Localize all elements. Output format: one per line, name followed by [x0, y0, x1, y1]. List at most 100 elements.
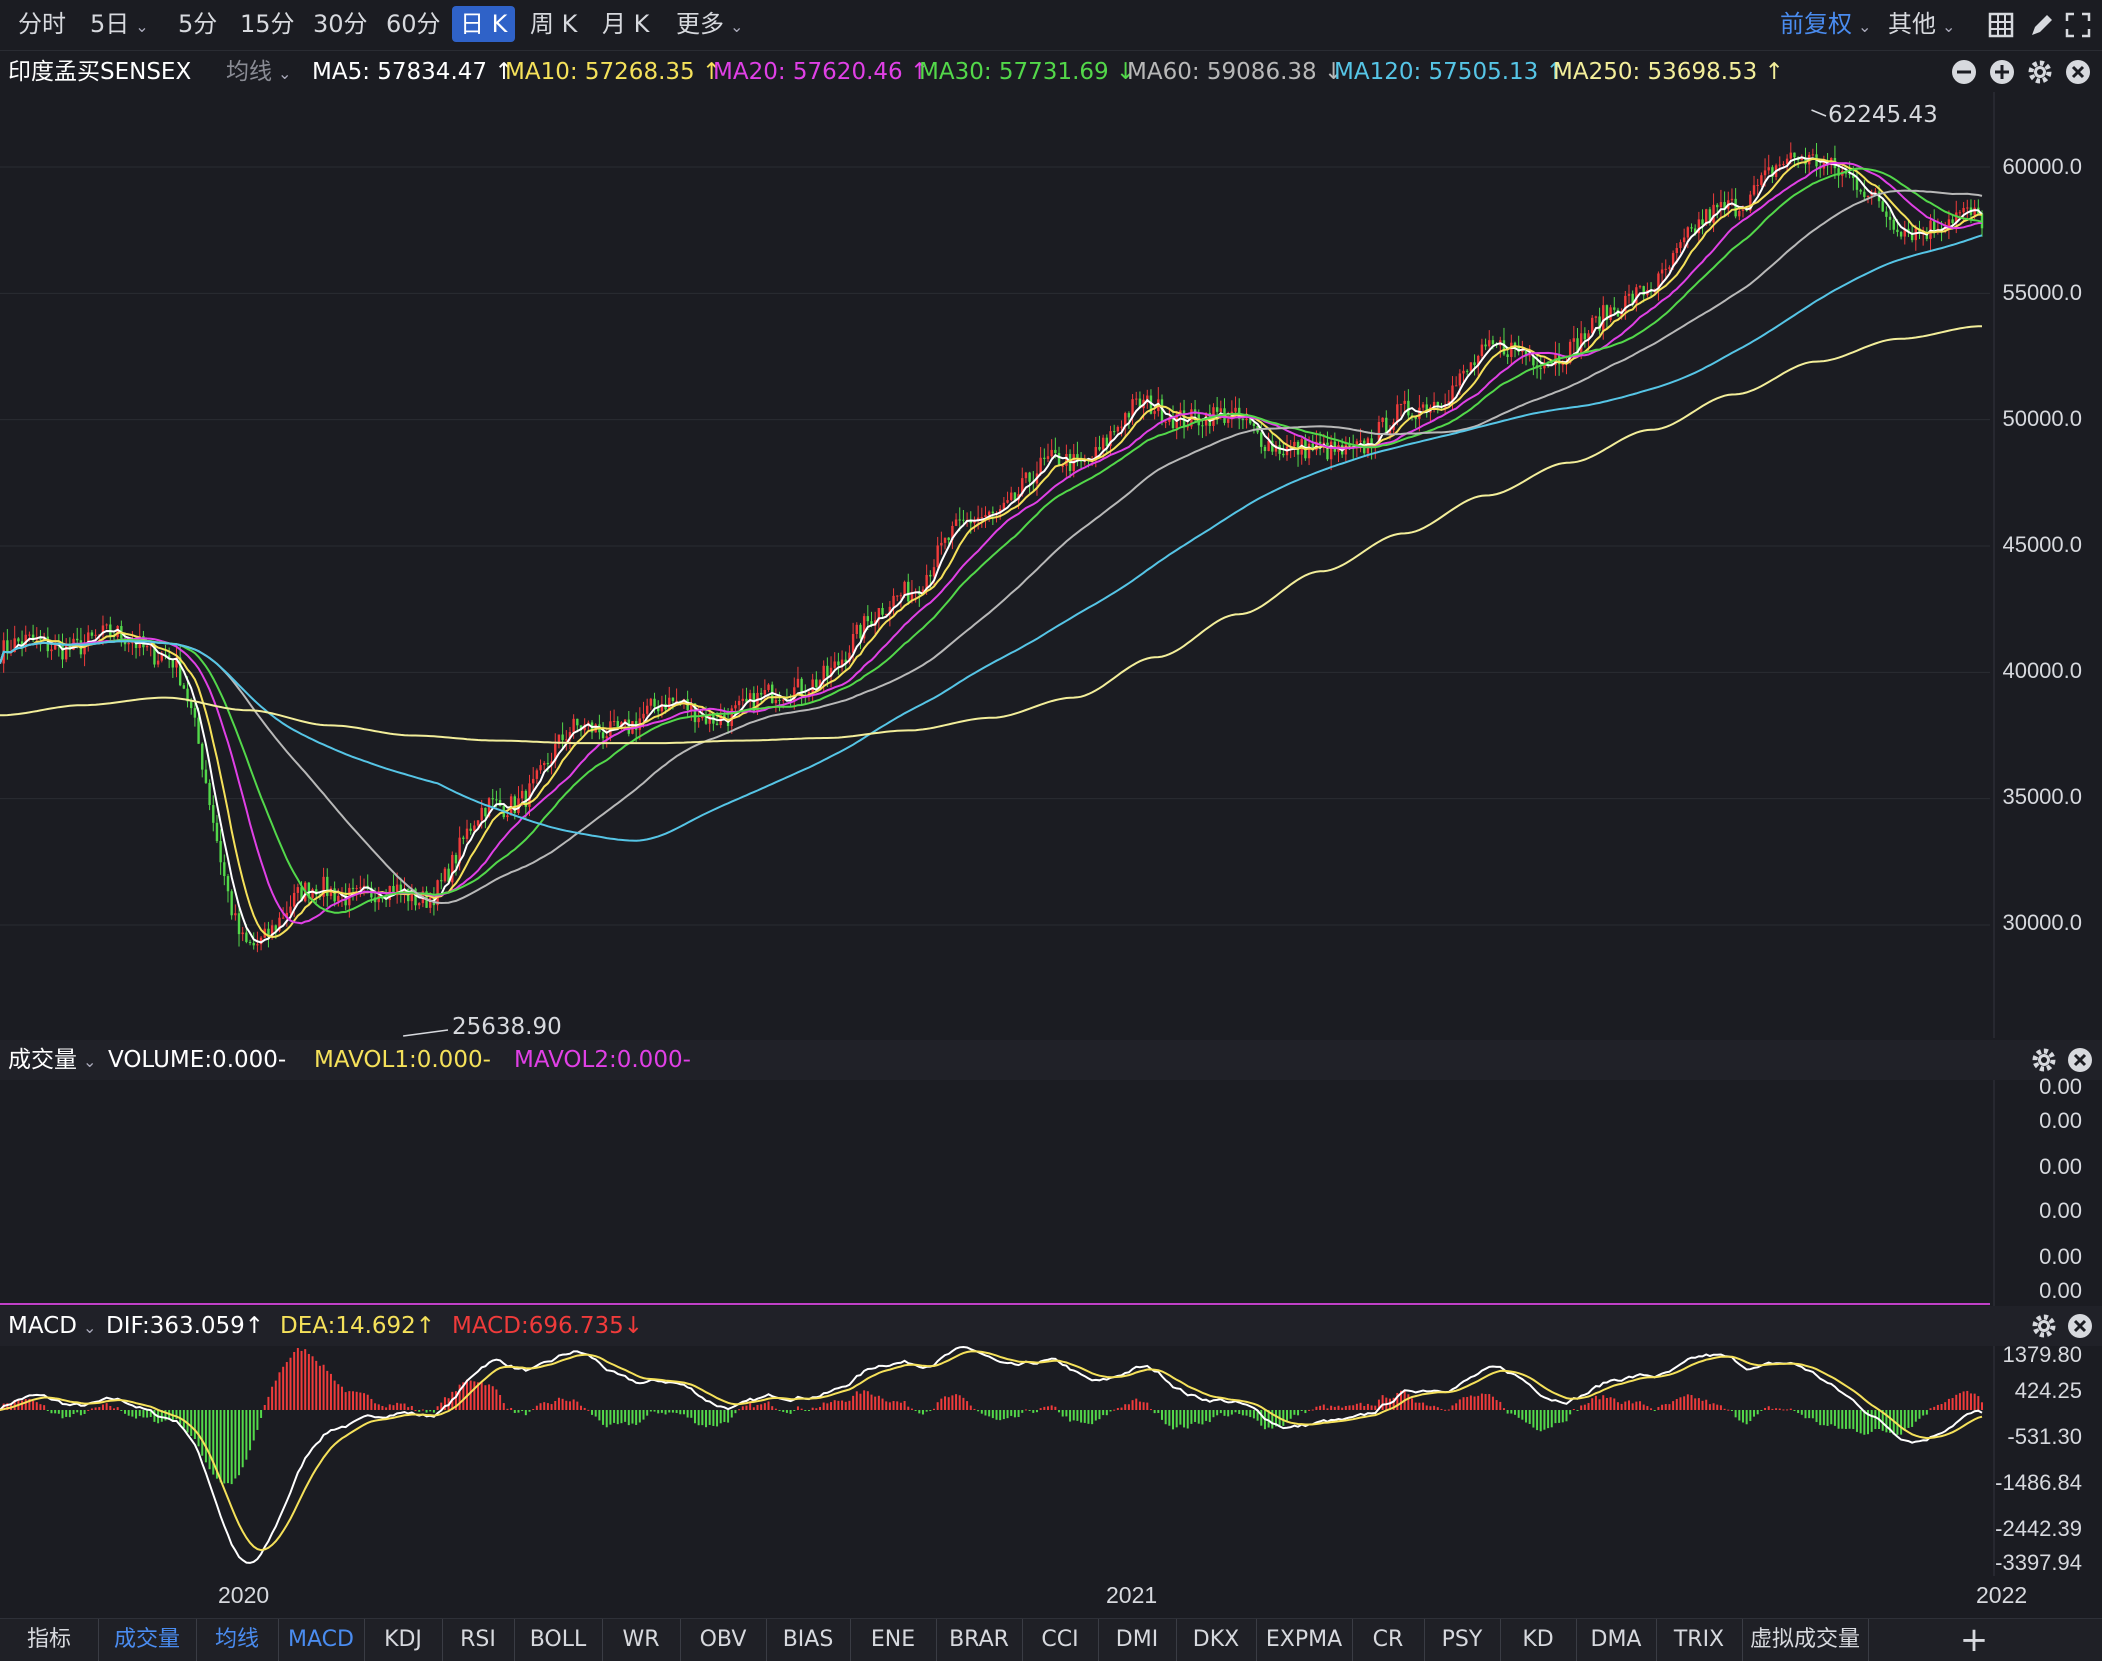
tab-indicator[interactable]: OBV: [680, 1619, 767, 1661]
candle-body: [932, 567, 936, 577]
period-60min[interactable]: 60分: [386, 10, 441, 38]
period-5day[interactable]: 5日 ⌄: [90, 10, 149, 38]
macd-bar: [293, 1351, 296, 1410]
macd-chart[interactable]: [0, 1346, 2102, 1576]
gear-icon[interactable]: [2030, 1312, 2058, 1340]
period-daily-k[interactable]: 日 K: [452, 6, 516, 42]
close-icon[interactable]: [2066, 1046, 2094, 1074]
period-fenshi[interactable]: 分时: [18, 10, 66, 38]
tab-indicator[interactable]: PSY: [1424, 1619, 1501, 1661]
other-select[interactable]: 其他 ⌄: [1888, 10, 1956, 38]
candle-body: [958, 519, 961, 521]
macd-bar: [149, 1410, 152, 1417]
tab-indicator[interactable]: BRAR: [936, 1619, 1023, 1661]
candle-body: [1061, 465, 1064, 467]
macd-bar: [1694, 1398, 1697, 1410]
tab-indicator[interactable]: EXPMA: [1256, 1619, 1353, 1661]
tab-indicator[interactable]: CR: [1352, 1619, 1425, 1661]
draw-pen-icon[interactable]: [2026, 10, 2056, 40]
macd-bar: [105, 1403, 108, 1410]
close-icon[interactable]: [2066, 1312, 2094, 1340]
candle-body: [1168, 417, 1171, 422]
macd-bar: [543, 1402, 546, 1410]
period-more[interactable]: 更多 ⌄: [676, 10, 744, 38]
macd-bar: [1951, 1398, 1954, 1410]
candle-body: [579, 725, 583, 731]
add-tab-icon[interactable]: +: [1959, 1620, 1989, 1660]
macd-bar: [204, 1410, 207, 1463]
tab-indicator[interactable]: BOLL: [514, 1619, 603, 1661]
candle-body: [657, 706, 660, 712]
minimize-icon[interactable]: [1950, 58, 1978, 86]
gear-icon[interactable]: [2030, 1046, 2058, 1074]
candle-body: [1716, 204, 1719, 208]
tab-indicator[interactable]: WR: [602, 1619, 681, 1661]
tab-indicator[interactable]: RSI: [442, 1619, 515, 1661]
candle-body: [1219, 408, 1223, 412]
period-5min[interactable]: 5分: [178, 10, 218, 38]
macd-bar: [947, 1397, 950, 1410]
tab-indicator[interactable]: 成交量: [98, 1619, 197, 1661]
period-15min[interactable]: 15分: [240, 10, 295, 38]
macd-bar: [833, 1400, 836, 1410]
macd-bar: [1392, 1397, 1395, 1410]
tab-indicator[interactable]: TRIX: [1656, 1619, 1743, 1661]
candle-body: [50, 649, 53, 652]
candle-body: [737, 700, 741, 706]
macd-tick-label: -2442.39: [1995, 1516, 2082, 1541]
macd-bar: [1352, 1405, 1355, 1410]
macd-bar: [1433, 1405, 1436, 1410]
volume-indicator-select[interactable]: 成交量 ⌄: [8, 1047, 97, 1073]
tab-indicator[interactable]: ENE: [850, 1619, 937, 1661]
macd-bar: [1135, 1398, 1138, 1410]
candle-body: [885, 613, 888, 615]
ma30-line: [0, 167, 1983, 914]
tab-indicator[interactable]: 虚拟成交量: [1742, 1619, 1869, 1661]
candle-body: [1896, 229, 1899, 233]
tab-indicator[interactable]: DMA: [1576, 1619, 1657, 1661]
close-icon[interactable]: [2064, 58, 2092, 86]
candle-body: [1138, 398, 1142, 409]
tab-indicator[interactable]: 均线: [196, 1619, 279, 1661]
symbol-name: 印度孟买SENSEX: [8, 59, 192, 85]
grid-layout-icon[interactable]: [1986, 10, 2016, 40]
candle-body: [1101, 437, 1105, 450]
macd-indicator-select[interactable]: MACD ⌄: [8, 1313, 97, 1339]
candle-body: [1587, 333, 1590, 340]
macd-bar: [1400, 1390, 1403, 1410]
macd-bar: [1547, 1410, 1550, 1429]
gear-icon[interactable]: [2026, 58, 2054, 86]
macd-bar: [1491, 1396, 1494, 1410]
macd-bar: [980, 1410, 983, 1414]
period-30min[interactable]: 30分: [313, 10, 368, 38]
macd-bar: [1716, 1404, 1719, 1410]
macd-bar: [624, 1410, 627, 1422]
period-monthly-k[interactable]: 月 K: [602, 10, 650, 38]
candle-body: [929, 574, 932, 577]
fullscreen-icon[interactable]: [2063, 10, 2093, 40]
tab-indicator[interactable]: MACD: [278, 1619, 365, 1661]
candle-body: [241, 932, 244, 935]
tab-indicator[interactable]: BIAS: [766, 1619, 851, 1661]
ma-type-select[interactable]: 均线 ⌄: [226, 59, 292, 85]
adjust-select[interactable]: 前复权 ⌄: [1780, 10, 1872, 38]
tab-indicator[interactable]: CCI: [1022, 1619, 1099, 1661]
macd-bar: [686, 1410, 689, 1418]
tab-indicator[interactable]: DKX: [1176, 1619, 1257, 1661]
tab-indicators[interactable]: 指标: [0, 1619, 99, 1661]
macd-bar: [1142, 1402, 1145, 1410]
tab-indicator[interactable]: KD: [1500, 1619, 1577, 1661]
price-chart[interactable]: [0, 92, 2102, 1038]
period-weekly-k[interactable]: 周 K: [530, 10, 578, 38]
macd-bar: [955, 1394, 958, 1410]
tab-indicator[interactable]: KDJ: [364, 1619, 443, 1661]
tab-indicator[interactable]: DMI: [1098, 1619, 1177, 1661]
add-icon[interactable]: [1988, 58, 2016, 86]
macd-bar: [355, 1391, 358, 1410]
candle-body: [1329, 441, 1333, 460]
ma5-line: [0, 156, 1983, 944]
macd-bar: [1168, 1410, 1171, 1426]
candle-body: [550, 761, 553, 765]
candle-body: [1028, 472, 1031, 482]
volume-chart[interactable]: [0, 1080, 2102, 1306]
